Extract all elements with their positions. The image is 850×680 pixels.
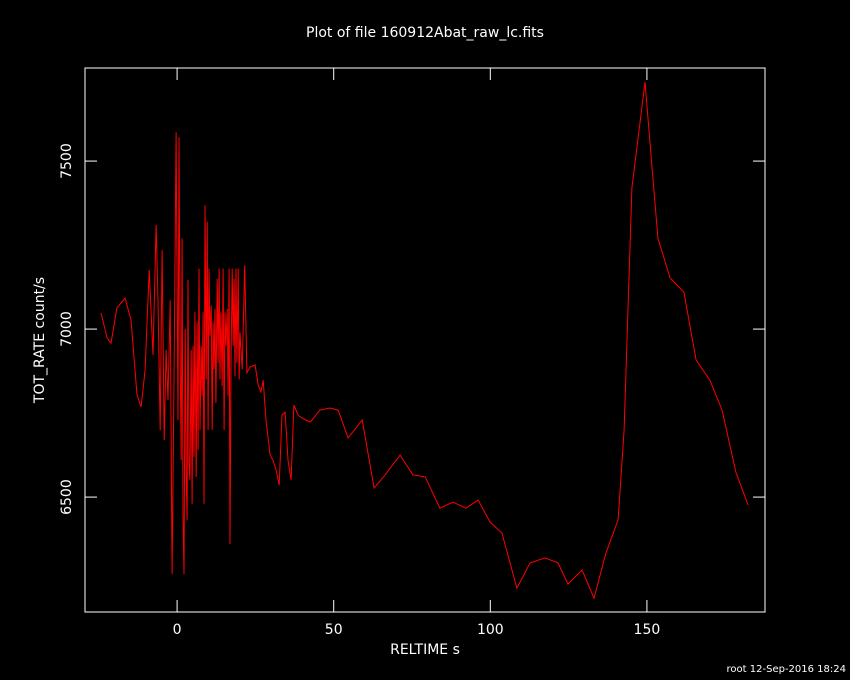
- plot-frame: [84, 67, 766, 613]
- x-tick-label: 150: [634, 622, 661, 638]
- x-tick-label: 100: [477, 622, 504, 638]
- x-tick-label: 0: [173, 622, 182, 638]
- y-tick-label: 7000: [59, 311, 75, 347]
- x-axis-label: RELTIME s: [390, 642, 460, 658]
- footer: root 12-Sep-2016 18:24: [727, 664, 846, 675]
- chart-title: Plot of file 160912Abat_raw_lc.fits: [306, 25, 544, 41]
- x-tick-label: 50: [325, 622, 343, 638]
- y-tick-label: 6500: [59, 479, 75, 515]
- y-axis-label: TOT_RATE count/s: [32, 277, 48, 404]
- data-line: [100, 82, 749, 600]
- y-tick-label: 7500: [59, 143, 75, 179]
